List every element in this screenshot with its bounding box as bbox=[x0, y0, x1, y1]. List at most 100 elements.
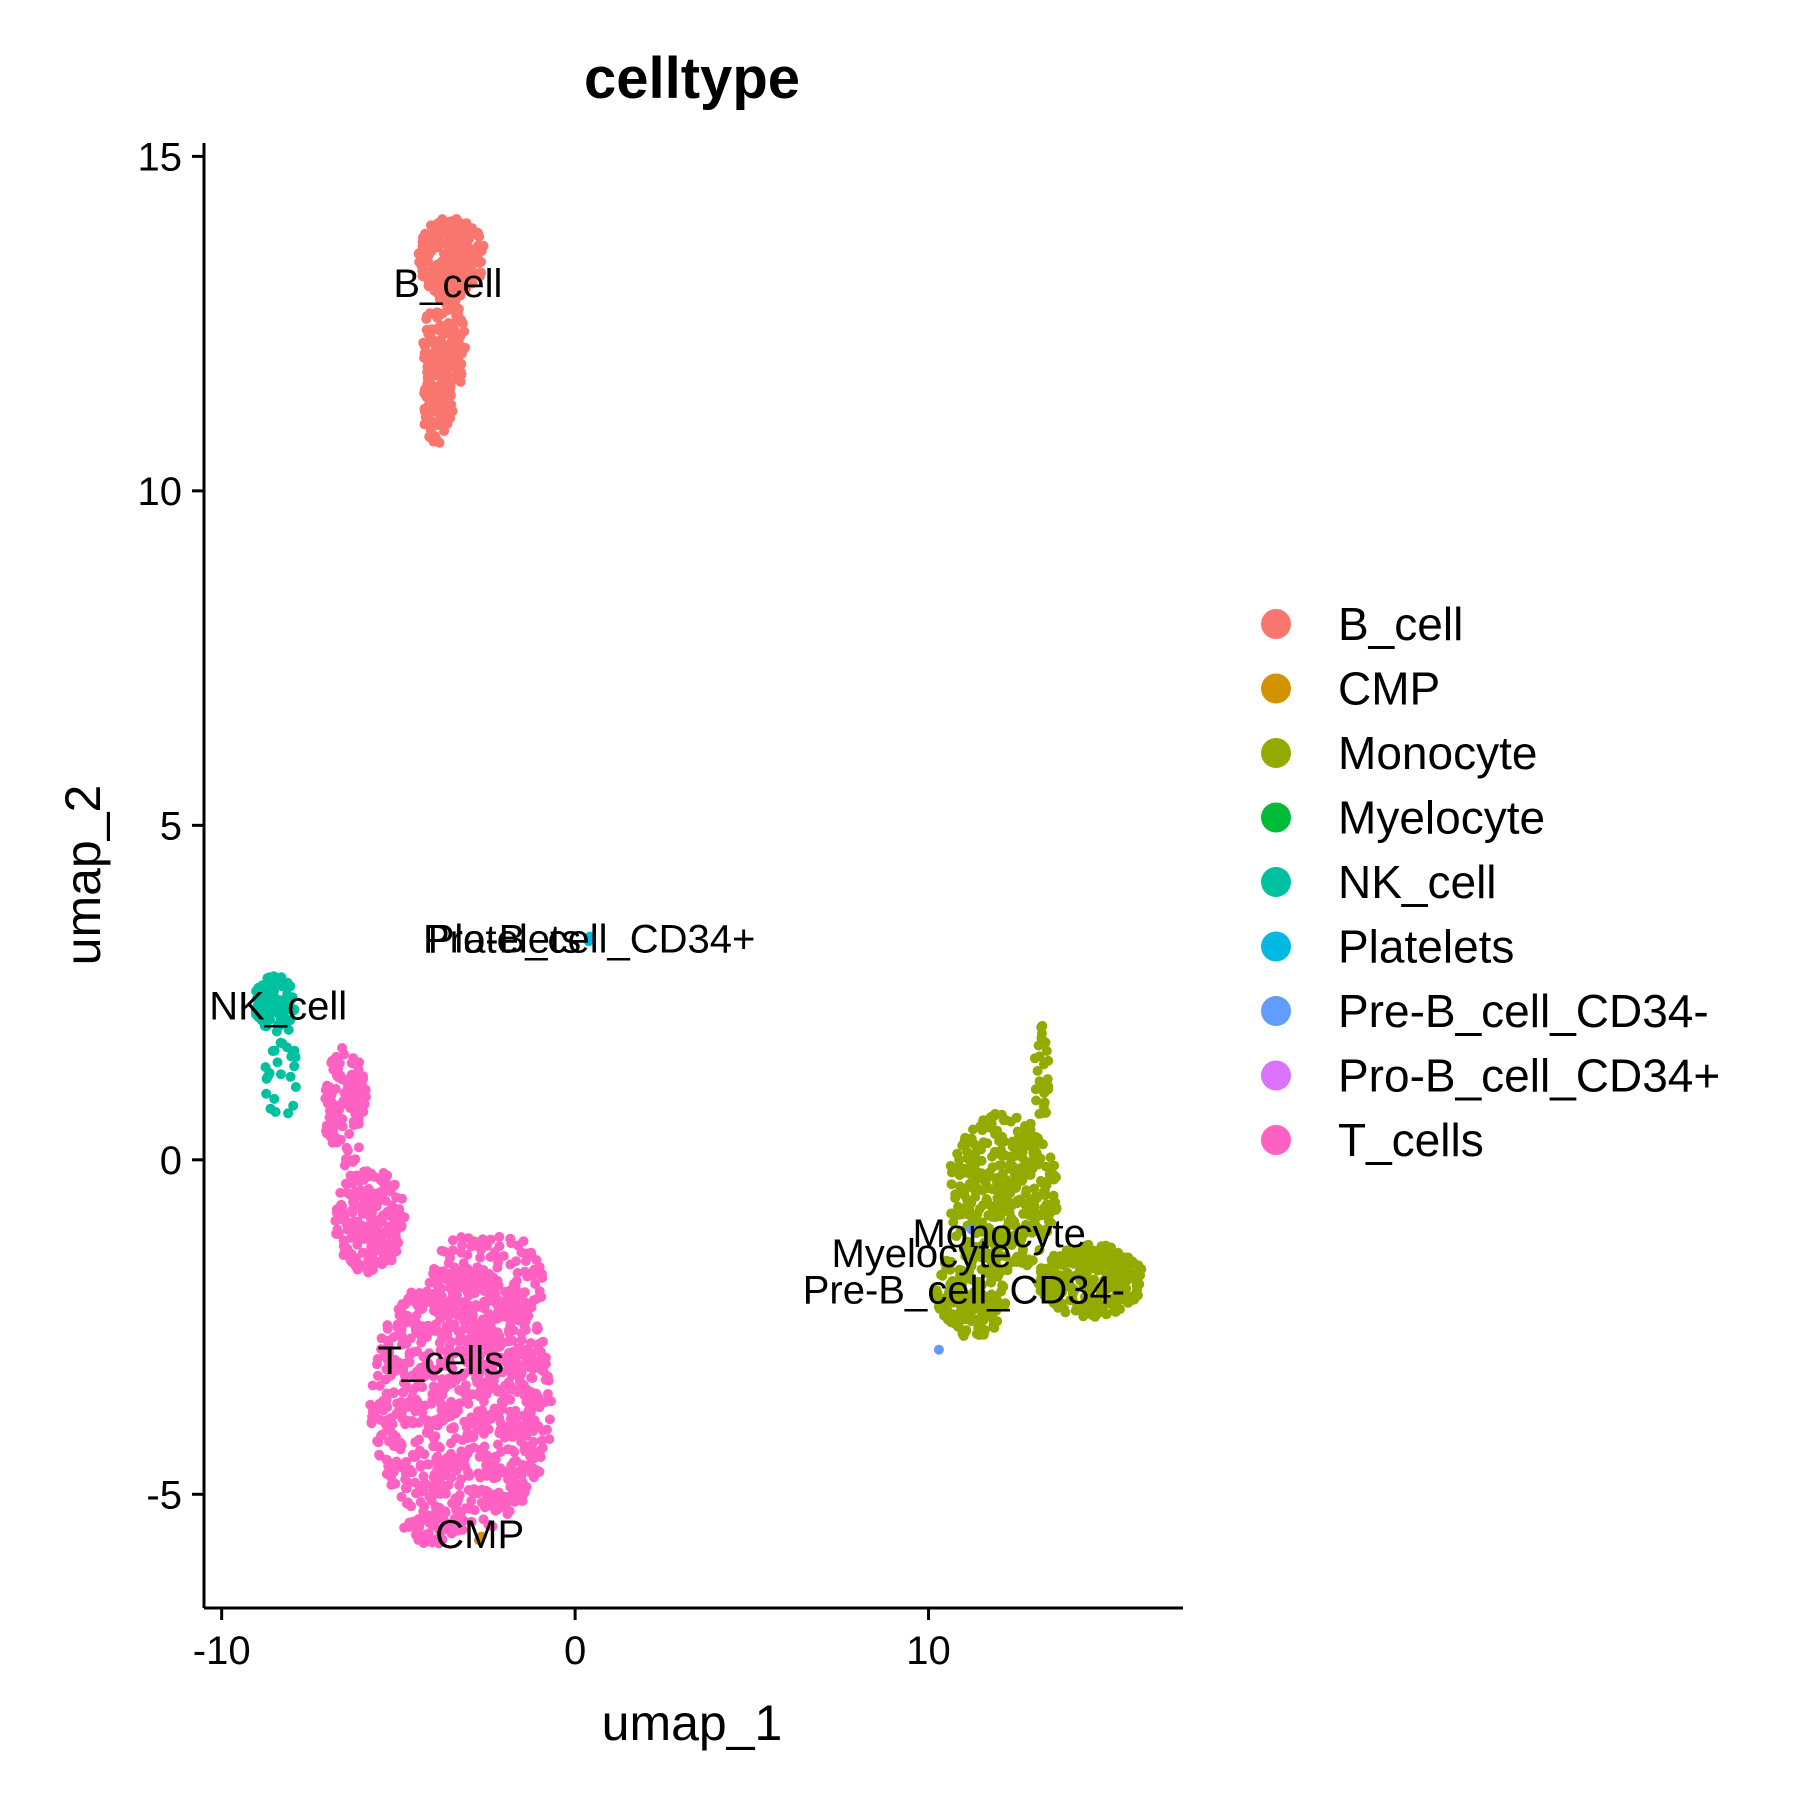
point-monocyte bbox=[1034, 1245, 1045, 1255]
y-axis-title: umap_2 bbox=[55, 785, 111, 966]
point-t-cells bbox=[472, 1351, 483, 1362]
point-t-cells bbox=[393, 1237, 404, 1248]
point-t-cells bbox=[505, 1259, 516, 1270]
point-b-cell bbox=[439, 329, 450, 339]
legend-label-platelets: Platelets bbox=[1338, 921, 1514, 973]
point-t-cells bbox=[389, 1246, 400, 1257]
point-monocyte bbox=[994, 1189, 1005, 1200]
point-t-cells bbox=[470, 1300, 481, 1310]
point-t-cells bbox=[388, 1219, 399, 1230]
point-t-cells bbox=[408, 1385, 418, 1396]
point-t-cells bbox=[385, 1186, 396, 1197]
point-t-cells bbox=[359, 1233, 370, 1244]
point-t-cells bbox=[411, 1366, 422, 1377]
cluster-label-pro-b-cell-cd34: Pro-B_cell_CD34+ bbox=[423, 917, 755, 961]
point-t-cells bbox=[392, 1398, 403, 1409]
point-b-cell bbox=[446, 337, 457, 347]
point-monocyte bbox=[1133, 1272, 1144, 1283]
point-t-cells bbox=[528, 1472, 539, 1483]
point-monocyte bbox=[932, 1288, 943, 1299]
point-b-cell bbox=[446, 273, 457, 284]
point-monocyte bbox=[1050, 1299, 1061, 1310]
point-b-cell bbox=[473, 240, 483, 251]
point-t-cells bbox=[433, 1383, 444, 1394]
point-monocyte bbox=[964, 1246, 975, 1257]
point-t-cells bbox=[367, 1380, 378, 1391]
point-t-cells bbox=[413, 1417, 424, 1428]
point-monocyte bbox=[1127, 1256, 1138, 1267]
point-t-cells bbox=[414, 1288, 425, 1298]
point-monocyte bbox=[1049, 1170, 1059, 1181]
point-monocyte bbox=[968, 1124, 978, 1135]
point-monocyte bbox=[957, 1140, 968, 1151]
point-monocyte bbox=[982, 1138, 993, 1149]
point-t-cells bbox=[383, 1227, 394, 1238]
point-b-cell bbox=[423, 348, 434, 359]
point-t-cells bbox=[507, 1300, 518, 1311]
point-monocyte bbox=[1041, 1199, 1052, 1210]
point-nk-cell bbox=[271, 1007, 282, 1018]
point-t-cells bbox=[516, 1436, 526, 1447]
point-t-cells bbox=[423, 1528, 434, 1539]
point-monocyte bbox=[1087, 1302, 1098, 1313]
point-t-cells bbox=[520, 1446, 531, 1457]
point-b-cell bbox=[437, 352, 448, 362]
point-b-cell bbox=[421, 231, 432, 241]
point-t-cells bbox=[537, 1272, 548, 1283]
legend-key-b-cell bbox=[1261, 609, 1291, 639]
point-monocyte bbox=[1012, 1126, 1023, 1137]
point-monocyte bbox=[1034, 1108, 1045, 1119]
point-t-cells bbox=[382, 1323, 393, 1334]
point-monocyte bbox=[1004, 1177, 1015, 1188]
point-t-cells bbox=[352, 1216, 363, 1227]
point-t-cells bbox=[447, 1235, 458, 1246]
point-t-cells bbox=[462, 1449, 472, 1459]
point-t-cells bbox=[432, 1456, 443, 1467]
point-t-cells bbox=[516, 1334, 527, 1345]
point-t-cells bbox=[403, 1397, 414, 1408]
point-t-cells bbox=[376, 1430, 387, 1441]
point-monocyte bbox=[983, 1248, 994, 1259]
point-monocyte bbox=[972, 1208, 983, 1219]
point-monocyte bbox=[1040, 1190, 1051, 1201]
point-t-cells bbox=[445, 1518, 456, 1529]
point-t-cells bbox=[492, 1262, 503, 1273]
point-t-cells bbox=[533, 1421, 544, 1431]
point-monocyte bbox=[1131, 1285, 1142, 1296]
point-t-cells bbox=[517, 1477, 528, 1488]
point-monocyte bbox=[946, 1179, 957, 1190]
point-monocyte bbox=[997, 1168, 1008, 1179]
point-monocyte bbox=[986, 1111, 997, 1122]
point-monocyte bbox=[1007, 1136, 1018, 1147]
point-monocyte bbox=[976, 1247, 987, 1258]
point-nk-cell bbox=[283, 1108, 294, 1119]
cluster-label-nk-cell: NK_cell bbox=[209, 984, 347, 1028]
point-monocyte bbox=[1038, 1059, 1049, 1070]
point-t-cells bbox=[356, 1186, 367, 1197]
point-monocyte bbox=[1017, 1146, 1028, 1157]
point-t-cells bbox=[412, 1346, 422, 1357]
point-t-cells bbox=[388, 1466, 399, 1477]
point-t-cells bbox=[456, 1474, 467, 1485]
point-t-cells bbox=[426, 1398, 437, 1409]
point-t-cells bbox=[375, 1187, 385, 1198]
point-t-cells bbox=[419, 1449, 430, 1460]
point-t-cells bbox=[503, 1496, 514, 1507]
point-b-cell bbox=[451, 224, 462, 235]
point-t-cells bbox=[440, 1507, 451, 1518]
legend-label-pre-b-cell-cd34: Pre-B_cell_CD34- bbox=[1338, 985, 1709, 1037]
point-t-cells bbox=[369, 1256, 380, 1267]
point-t-cells bbox=[389, 1366, 400, 1377]
point-monocyte bbox=[950, 1189, 961, 1200]
point-t-cells bbox=[321, 1120, 332, 1131]
point-t-cells bbox=[519, 1424, 530, 1435]
point-nk-cell bbox=[271, 1026, 282, 1037]
point-t-cells bbox=[511, 1417, 522, 1428]
point-platelets bbox=[583, 936, 594, 947]
point-b-cell bbox=[466, 258, 477, 268]
point-nk-cell bbox=[285, 1071, 296, 1082]
point-monocyte bbox=[1041, 1046, 1052, 1056]
point-t-cells bbox=[437, 1374, 448, 1385]
point-t-cells bbox=[339, 1049, 350, 1060]
cluster-label-myelocyte: Myelocyte bbox=[831, 1232, 1011, 1276]
